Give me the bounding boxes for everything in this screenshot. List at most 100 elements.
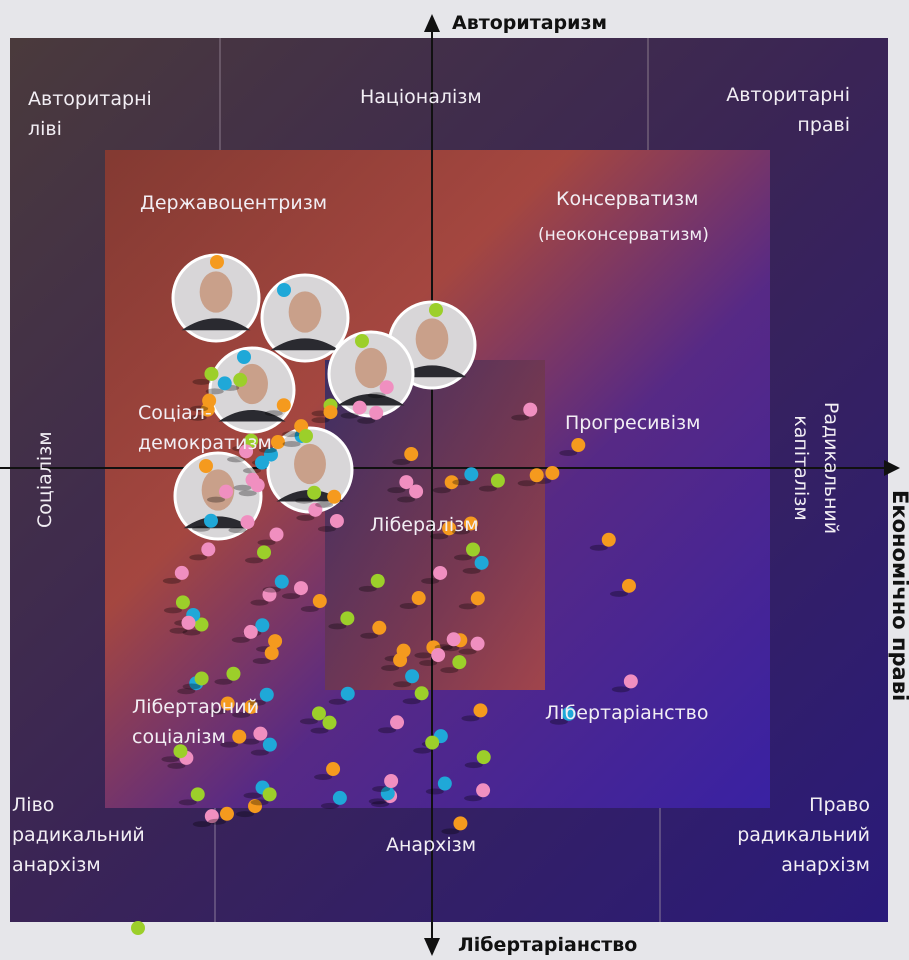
face xyxy=(415,318,449,360)
pin xyxy=(237,350,251,364)
region-label: Авторитарні ліві xyxy=(28,88,152,140)
pin-shadow xyxy=(161,756,180,763)
pin xyxy=(174,565,189,580)
pin-shadow xyxy=(182,629,201,636)
pin-shadow xyxy=(517,480,536,487)
pin-shadow xyxy=(232,711,251,718)
axis-label: Економічно праві xyxy=(888,490,909,702)
pin xyxy=(201,542,216,557)
pin xyxy=(293,581,308,596)
pin xyxy=(380,786,395,801)
pin xyxy=(414,686,429,701)
pin xyxy=(384,773,399,788)
pin xyxy=(270,435,285,450)
pin xyxy=(202,393,217,408)
pin-shadow xyxy=(242,467,261,474)
pin-shadow xyxy=(214,678,233,685)
pin xyxy=(340,611,355,626)
pin xyxy=(464,467,479,482)
pin-shadow xyxy=(458,648,477,655)
pin xyxy=(203,513,218,528)
pin-shadow xyxy=(228,527,247,534)
pin-shadow xyxy=(220,741,239,748)
region-label: Ліво радикальний анархізм xyxy=(12,794,145,876)
pin-shadow xyxy=(233,484,252,491)
pin xyxy=(190,787,205,802)
region-label: Соціал-демократизм xyxy=(138,402,272,454)
pin xyxy=(446,632,461,647)
pins xyxy=(131,255,638,935)
pin xyxy=(244,699,259,714)
arrow xyxy=(424,14,440,32)
pin xyxy=(262,587,277,602)
pin xyxy=(233,372,248,387)
pin-shadow xyxy=(451,528,470,535)
pin-shadow xyxy=(368,798,387,805)
pin-shadow xyxy=(328,698,347,705)
pin xyxy=(327,489,342,504)
region-label: Прогресивізм xyxy=(565,412,701,434)
pin-shadow xyxy=(441,828,460,835)
pin-shadow xyxy=(250,799,269,806)
pin-shadow xyxy=(182,683,201,690)
axis-label: Лібертаріанство xyxy=(458,934,638,956)
pin-shadow xyxy=(371,801,390,808)
face xyxy=(355,347,387,389)
pin xyxy=(131,921,145,935)
pin-shadow xyxy=(238,490,257,497)
pin xyxy=(311,706,326,721)
pin-shadow xyxy=(192,378,211,385)
pin xyxy=(473,703,488,718)
pin-shadow xyxy=(464,762,483,769)
pin xyxy=(323,405,338,420)
pin xyxy=(210,255,224,269)
pin-shadow xyxy=(549,718,568,725)
pin xyxy=(621,578,636,593)
pin-shadow xyxy=(300,606,319,613)
pin-shadow xyxy=(247,699,266,706)
pin-shadow xyxy=(397,496,416,503)
pin-shadow xyxy=(207,818,226,825)
pin xyxy=(372,620,387,635)
pin-shadow xyxy=(458,603,477,610)
pin-shadow xyxy=(511,414,530,421)
pin-shadow xyxy=(425,788,444,795)
pin xyxy=(239,444,254,459)
pin-shadow xyxy=(441,645,460,652)
pin xyxy=(269,527,284,542)
pin-shadow xyxy=(169,627,188,634)
pin xyxy=(470,636,485,651)
pin-shadow xyxy=(461,715,480,722)
pin xyxy=(277,283,291,297)
pin xyxy=(248,799,263,814)
pin xyxy=(312,594,327,609)
pin xyxy=(204,809,219,824)
pin-shadow xyxy=(311,417,330,424)
pin xyxy=(181,615,196,630)
pin-shadow xyxy=(264,410,283,417)
pin-shadow xyxy=(296,514,315,521)
pin xyxy=(307,485,322,500)
pin xyxy=(255,618,270,633)
pin xyxy=(545,465,560,480)
pin-shadow xyxy=(178,799,197,806)
pin xyxy=(474,555,489,570)
pin-shadow xyxy=(320,802,339,809)
pin xyxy=(244,433,259,448)
pin xyxy=(425,735,440,750)
pin-shadow xyxy=(163,607,182,614)
pin xyxy=(390,715,405,730)
pin xyxy=(470,591,485,606)
pin xyxy=(623,674,638,689)
arrow xyxy=(884,460,900,476)
pin-shadow xyxy=(462,567,481,574)
pin-shadow xyxy=(262,586,281,593)
face xyxy=(288,291,322,333)
arrow xyxy=(424,938,440,956)
region-label: Анархізм xyxy=(386,834,477,856)
pin-shadow xyxy=(208,708,227,715)
pin xyxy=(308,502,323,517)
pin xyxy=(259,687,274,702)
region-label: Лібертарний соціалізм xyxy=(132,696,259,748)
